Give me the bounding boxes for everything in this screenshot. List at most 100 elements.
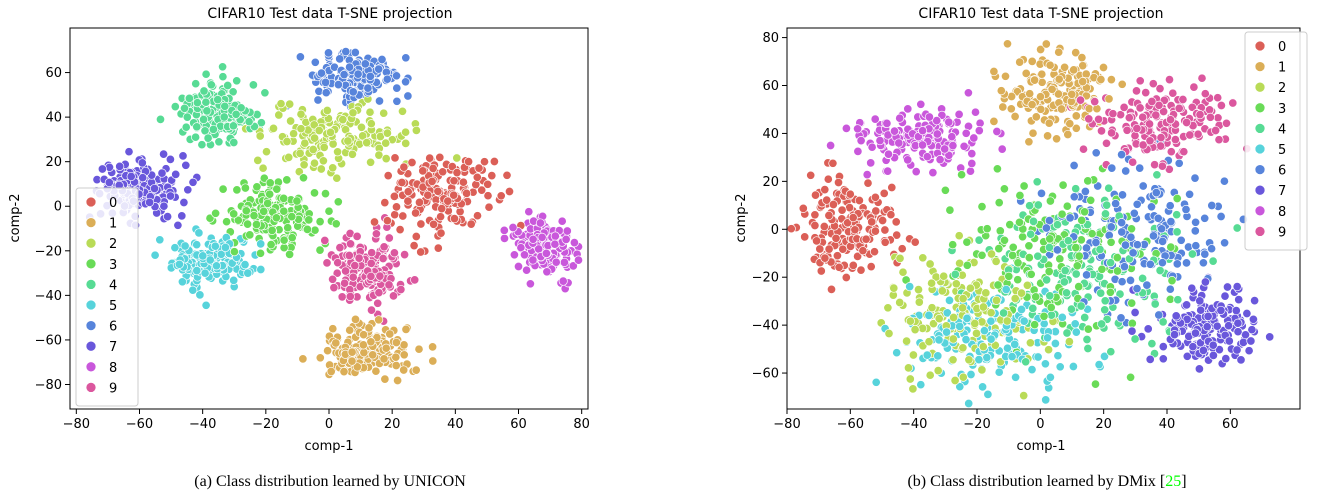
y-tick-label: 80 — [762, 31, 779, 46]
scatter-point — [452, 153, 462, 163]
scatter-point — [487, 171, 497, 181]
scatter-point — [528, 255, 538, 265]
scatter-point — [1068, 361, 1078, 372]
scatter-point — [994, 198, 1004, 208]
x-tick-label: 40 — [447, 417, 464, 432]
chart-b-caption: (b) Class distribution learned by DMix [… — [907, 473, 1186, 490]
scatter-point — [834, 262, 844, 272]
scatter-point — [1216, 100, 1226, 111]
scatter-point — [986, 316, 996, 326]
scatter-point — [1106, 222, 1116, 232]
scatter-point — [918, 253, 928, 263]
scatter-point — [1078, 77, 1088, 87]
scatter-point — [174, 259, 184, 269]
scatter-point — [905, 282, 915, 292]
scatter-point — [332, 268, 342, 278]
scatter-point — [861, 234, 871, 244]
scatter-point — [999, 184, 1009, 194]
scatter-point — [1171, 311, 1181, 321]
scatter-point — [1070, 319, 1080, 329]
scatter-point — [298, 173, 309, 183]
scatter-point — [935, 155, 945, 165]
scatter-point — [279, 206, 289, 216]
y-tick-label: −20 — [35, 244, 62, 259]
scatter-point — [1082, 270, 1092, 280]
scatter-point — [1154, 100, 1164, 110]
scatter-point — [1101, 138, 1112, 148]
scatter-point — [331, 338, 341, 348]
scatter-point — [1153, 213, 1163, 223]
legend-box — [75, 187, 139, 407]
scatter-point — [1265, 332, 1275, 342]
scatter-point — [384, 233, 394, 243]
scatter-point — [173, 220, 183, 230]
scatter-point — [328, 274, 338, 284]
scatter-point — [198, 251, 208, 261]
scatter-point — [240, 183, 250, 193]
scatter-point — [374, 288, 384, 298]
scatter-point — [948, 240, 958, 250]
scatter-point — [255, 131, 265, 141]
scatter-point — [1138, 181, 1148, 191]
scatter-point — [472, 172, 482, 182]
scatter-point — [398, 211, 408, 221]
scatter-point — [820, 253, 830, 263]
scatter-point — [826, 140, 836, 151]
scatter-point — [1148, 79, 1158, 89]
scatter-point — [1151, 188, 1161, 198]
scatter-point — [484, 202, 494, 212]
scatter-point — [958, 294, 968, 304]
scatter-point — [282, 136, 292, 147]
scatter-point — [944, 117, 954, 127]
scatter-point — [332, 173, 342, 183]
scatter-point — [249, 211, 259, 221]
scatter-point — [963, 88, 973, 98]
scatter-point — [1116, 313, 1126, 323]
scatter-point — [878, 215, 888, 226]
scatter-point — [1214, 345, 1224, 355]
scatter-point — [1031, 292, 1041, 302]
scatter-point — [1041, 39, 1051, 49]
scatter-point — [1005, 220, 1015, 230]
scatter-point — [1182, 351, 1192, 361]
scatter-point — [911, 167, 921, 177]
scatter-point — [961, 335, 971, 345]
scatter-point — [320, 189, 331, 199]
scatter-point — [959, 141, 969, 151]
legend-label: 4 — [1278, 122, 1286, 137]
scatter-point — [295, 148, 305, 158]
scatter-point — [504, 186, 515, 197]
scatter-point — [1065, 213, 1075, 223]
scatter-point — [886, 210, 896, 220]
scatter-point — [201, 69, 211, 79]
scatter-point — [374, 315, 384, 325]
scatter-point — [1074, 282, 1084, 292]
scatter-point — [1025, 338, 1035, 348]
y-tick-label: −40 — [752, 319, 779, 334]
scatter-point — [359, 348, 369, 358]
scatter-point — [1002, 316, 1012, 326]
scatter-point — [962, 237, 972, 247]
chart-b-xlabel: comp-1 — [1017, 439, 1066, 454]
scatter-point — [258, 163, 268, 173]
scatter-point — [220, 242, 230, 253]
scatter-point — [1165, 201, 1175, 211]
legend-label: 7 — [1278, 184, 1286, 199]
scatter-point — [192, 122, 202, 132]
scatter-point — [341, 47, 351, 57]
scatter-point — [1077, 53, 1087, 63]
scatter-point — [1132, 240, 1142, 250]
x-tick-label: 60 — [1222, 417, 1239, 432]
scatter-point — [993, 280, 1003, 290]
scatter-point — [917, 140, 928, 150]
scatter-point — [228, 121, 238, 131]
scatter-point — [433, 243, 443, 253]
scatter-point — [298, 354, 308, 364]
scatter-point — [856, 136, 866, 146]
scatter-point — [310, 57, 320, 67]
legend-label: 3 — [109, 258, 117, 273]
legend-marker — [85, 258, 97, 270]
scatter-point — [418, 166, 428, 176]
scatter-point — [843, 218, 853, 228]
scatter-point — [1013, 258, 1023, 268]
